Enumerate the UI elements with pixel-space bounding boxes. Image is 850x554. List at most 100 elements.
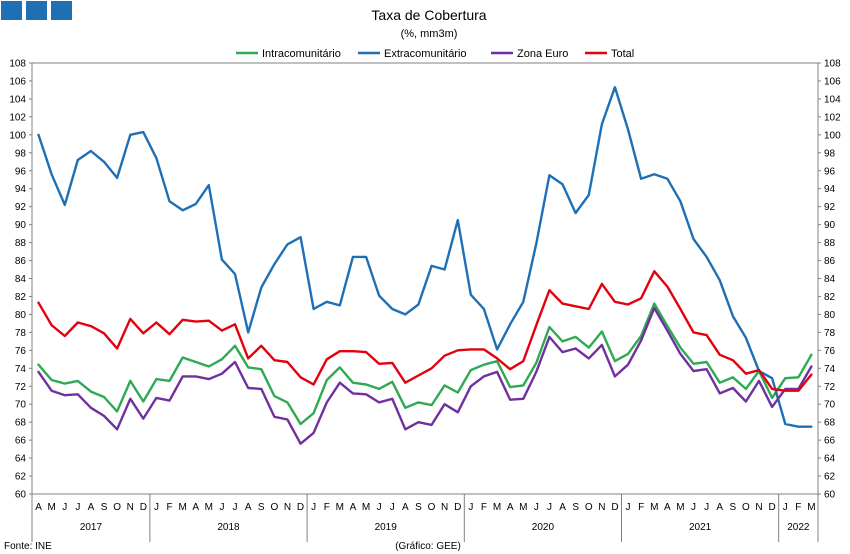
y-tick-label-left: 72 [15,382,27,393]
y-tick-label-right: 78 [824,328,836,339]
x-tick-label: S [258,502,265,513]
y-tick-label-left: 74 [15,364,27,375]
x-tick-label: S [572,502,579,513]
y-tick-label-right: 88 [824,238,836,249]
year-label: 2020 [532,522,555,533]
series-lines [37,85,813,445]
plot-border [31,62,819,495]
y-tick-label-left: 62 [15,472,27,483]
y-tick-label-left: 66 [15,436,27,447]
y-tick-label-left: 104 [9,94,26,105]
y-tick-label-left: 80 [15,310,27,321]
x-tick-label: D [611,502,618,513]
y-tick-label-right: 86 [824,256,836,267]
y-tick-label-right: 74 [824,364,836,375]
x-tick-label: N [284,502,291,513]
x-tick-label: F [638,502,644,513]
y-axis-left: 60 62 64 66 68 70 72 74 76 78 80 82 84 86 88 90 92 94 96 98… [9,59,32,501]
x-tick-label: N [127,502,134,513]
x-tick-label: M [205,502,213,513]
x-tick-label: J [390,502,395,513]
y-tick-label-right: 106 [824,76,841,87]
x-tick-label: A [88,502,95,513]
x-tick-label: J [75,502,80,513]
y-tick-label-right: 104 [824,94,841,105]
y-tick-label-left: 82 [15,292,27,303]
series-line-3 [37,306,813,445]
x-tick-label: J [468,502,473,513]
x-tick-label: A [192,502,199,513]
y-tick-label-right: 82 [824,292,836,303]
x-tick-label: D [454,502,461,513]
x-tick-label: O [113,502,121,513]
x-tick-label: S [101,502,108,513]
series-line-2 [37,85,813,428]
y-axis-right: 60 62 64 66 68 70 72 74 76 78 80 82 84 86 88 90 92 94 96 98… [818,59,841,501]
x-tick-label: J [547,502,552,513]
x-tick-label: J [534,502,539,513]
logo-square-3 [51,1,72,20]
y-tick-label-left: 64 [15,454,27,465]
y-tick-label-right: 84 [824,274,836,285]
x-tick-label: A [402,502,409,513]
year-label: 2017 [80,522,103,533]
logo [1,1,72,20]
y-tick-label-left: 60 [15,490,27,501]
series-line-4 [37,270,813,392]
y-tick-label-right: 100 [824,130,841,141]
legend-label: Intracomunitário [262,48,341,60]
y-tick-label-right: 96 [824,166,836,177]
x-tick-label: M [676,502,684,513]
x-tick-label: J [233,502,238,513]
y-tick-label-left: 76 [15,346,27,357]
x-tick-label: F [795,502,801,513]
x-tick-label: F [166,502,172,513]
x-tick-label: M [519,502,527,513]
y-tick-label-right: 72 [824,382,836,393]
y-tick-label-right: 66 [824,436,836,447]
x-tick-label: N [755,502,762,513]
x-tick-label: D [140,502,147,513]
x-tick-label: J [691,502,696,513]
legend-label: Zona Euro [517,48,568,60]
y-tick-label-right: 92 [824,202,836,213]
y-tick-label-right: 108 [824,59,841,70]
x-tick-label: A [664,502,671,513]
x-tick-label: S [730,502,737,513]
x-tick-label: O [742,502,750,513]
year-label: 2022 [787,522,810,533]
x-tick-label: N [441,502,448,513]
x-tick-label: O [428,502,436,513]
x-tick-label: O [270,502,278,513]
y-tick-label-right: 70 [824,400,836,411]
plot-frame [31,62,819,495]
y-tick-label-left: 84 [15,274,27,285]
x-tick-label: D [297,502,304,513]
y-tick-label-right: 98 [824,148,836,159]
y-tick-label-right: 62 [824,472,836,483]
y-tick-label-left: 68 [15,418,27,429]
y-tick-label-left: 94 [15,184,27,195]
x-tick-label: N [598,502,605,513]
x-tick-label: M [336,502,344,513]
chart-title: Taxa de Cobertura [371,7,486,23]
year-label: 2018 [217,522,240,533]
logo-square-1 [1,1,22,20]
y-tick-label-right: 102 [824,112,841,123]
y-tick-label-left: 102 [9,112,26,123]
y-tick-label-right: 80 [824,310,836,321]
x-tick-label: A [35,502,42,513]
y-tick-label-left: 98 [15,148,27,159]
x-tick-label: A [716,502,723,513]
x-tick-label: D [769,502,776,513]
x-tick-label: A [350,502,357,513]
x-tick-label: M [178,502,186,513]
x-tick-label: O [585,502,593,513]
x-tick-label: S [415,502,422,513]
legend-label: Total [611,48,634,60]
y-tick-label-left: 78 [15,328,27,339]
x-tick-label: F [324,502,330,513]
credit-note: (Gráfico: GEE) [395,541,461,552]
legend-label: Extracomunitário [384,48,467,60]
